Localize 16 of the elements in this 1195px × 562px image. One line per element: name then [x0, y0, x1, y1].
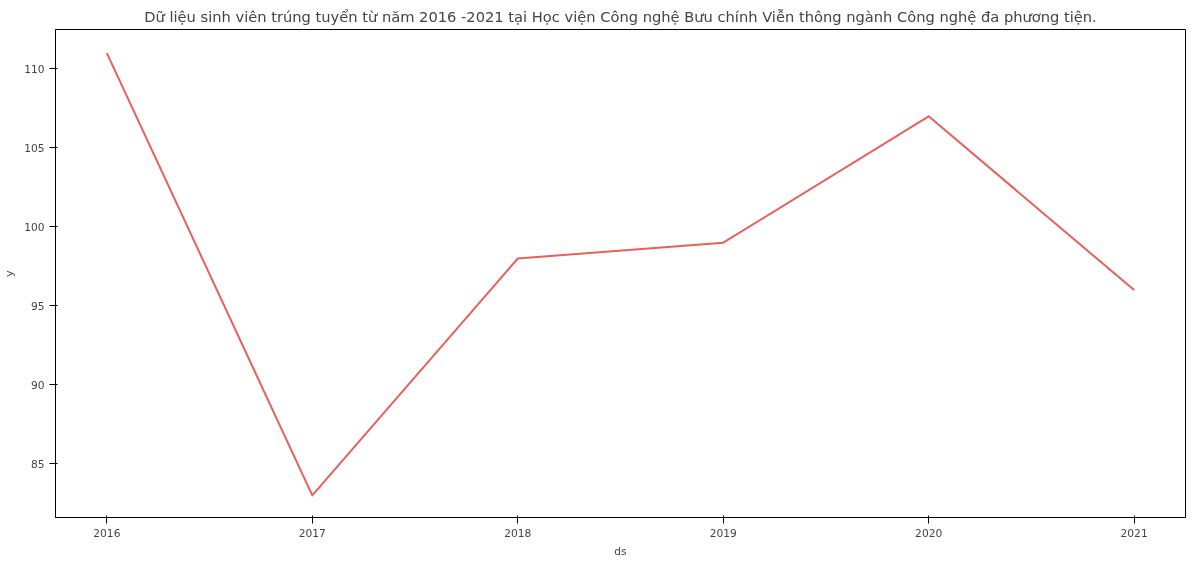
y-tick-label: 90: [30, 378, 45, 392]
y-tick-label: 110: [24, 62, 45, 76]
x-tick-label: 2017: [298, 526, 326, 540]
x-axis-title: ds: [614, 544, 628, 558]
x-tick-label: 2016: [93, 526, 121, 540]
y-axis-title: y: [3, 270, 17, 277]
x-tick-label: 2021: [1120, 526, 1148, 540]
x-tick-label: 2020: [915, 526, 943, 540]
y-tick-label: 100: [24, 220, 45, 234]
y-tick-label: 105: [24, 141, 45, 155]
y-tick-label: 85: [30, 457, 45, 471]
x-tick-label: 2018: [504, 526, 532, 540]
x-tick-label: 2019: [709, 526, 738, 540]
y-tick-label: 95: [30, 299, 45, 313]
line-series: [105, 52, 1136, 497]
chart-title: Dữ liệu sinh viên trúng tuyển từ năm 2016 -2021 tại Học viện Công nghệ Bưu chính Viễn thông ngành Công nghệ đa phương tiện.: [144, 7, 1097, 25]
